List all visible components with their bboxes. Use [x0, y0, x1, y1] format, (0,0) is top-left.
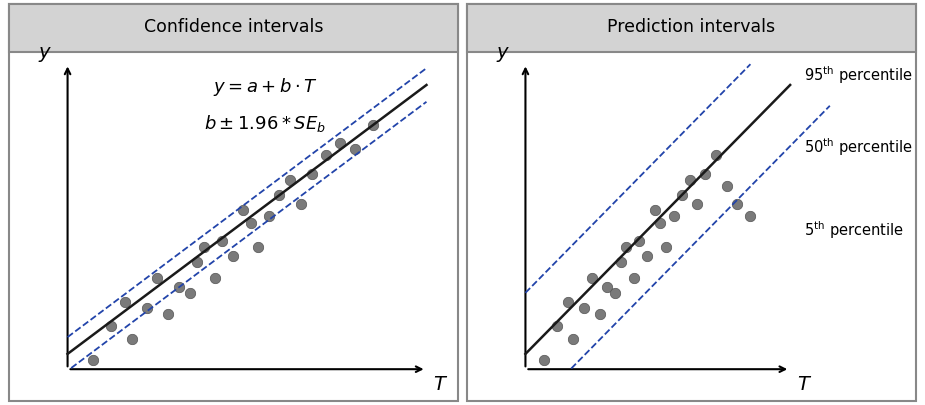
Text: $y$: $y$ [496, 45, 511, 64]
Text: $T$: $T$ [796, 375, 812, 394]
Text: Confidence intervals: Confidence intervals [143, 19, 324, 36]
Text: $b \pm 1.96 * SE_b$: $b \pm 1.96 * SE_b$ [204, 113, 326, 134]
Text: 5$^{\mathrm{th}}$ percentile: 5$^{\mathrm{th}}$ percentile [804, 220, 904, 241]
Text: $y = a + b \cdot T$: $y = a + b \cdot T$ [213, 77, 317, 98]
Text: $T$: $T$ [433, 375, 449, 394]
Text: 50$^{\mathrm{th}}$ percentile: 50$^{\mathrm{th}}$ percentile [804, 136, 913, 158]
Bar [9, 4, 458, 52]
Text: 95$^{\mathrm{th}}$ percentile: 95$^{\mathrm{th}}$ percentile [804, 65, 913, 86]
Bar [467, 4, 916, 52]
Text: $y$: $y$ [38, 45, 53, 64]
Text: Prediction intervals: Prediction intervals [608, 19, 775, 36]
